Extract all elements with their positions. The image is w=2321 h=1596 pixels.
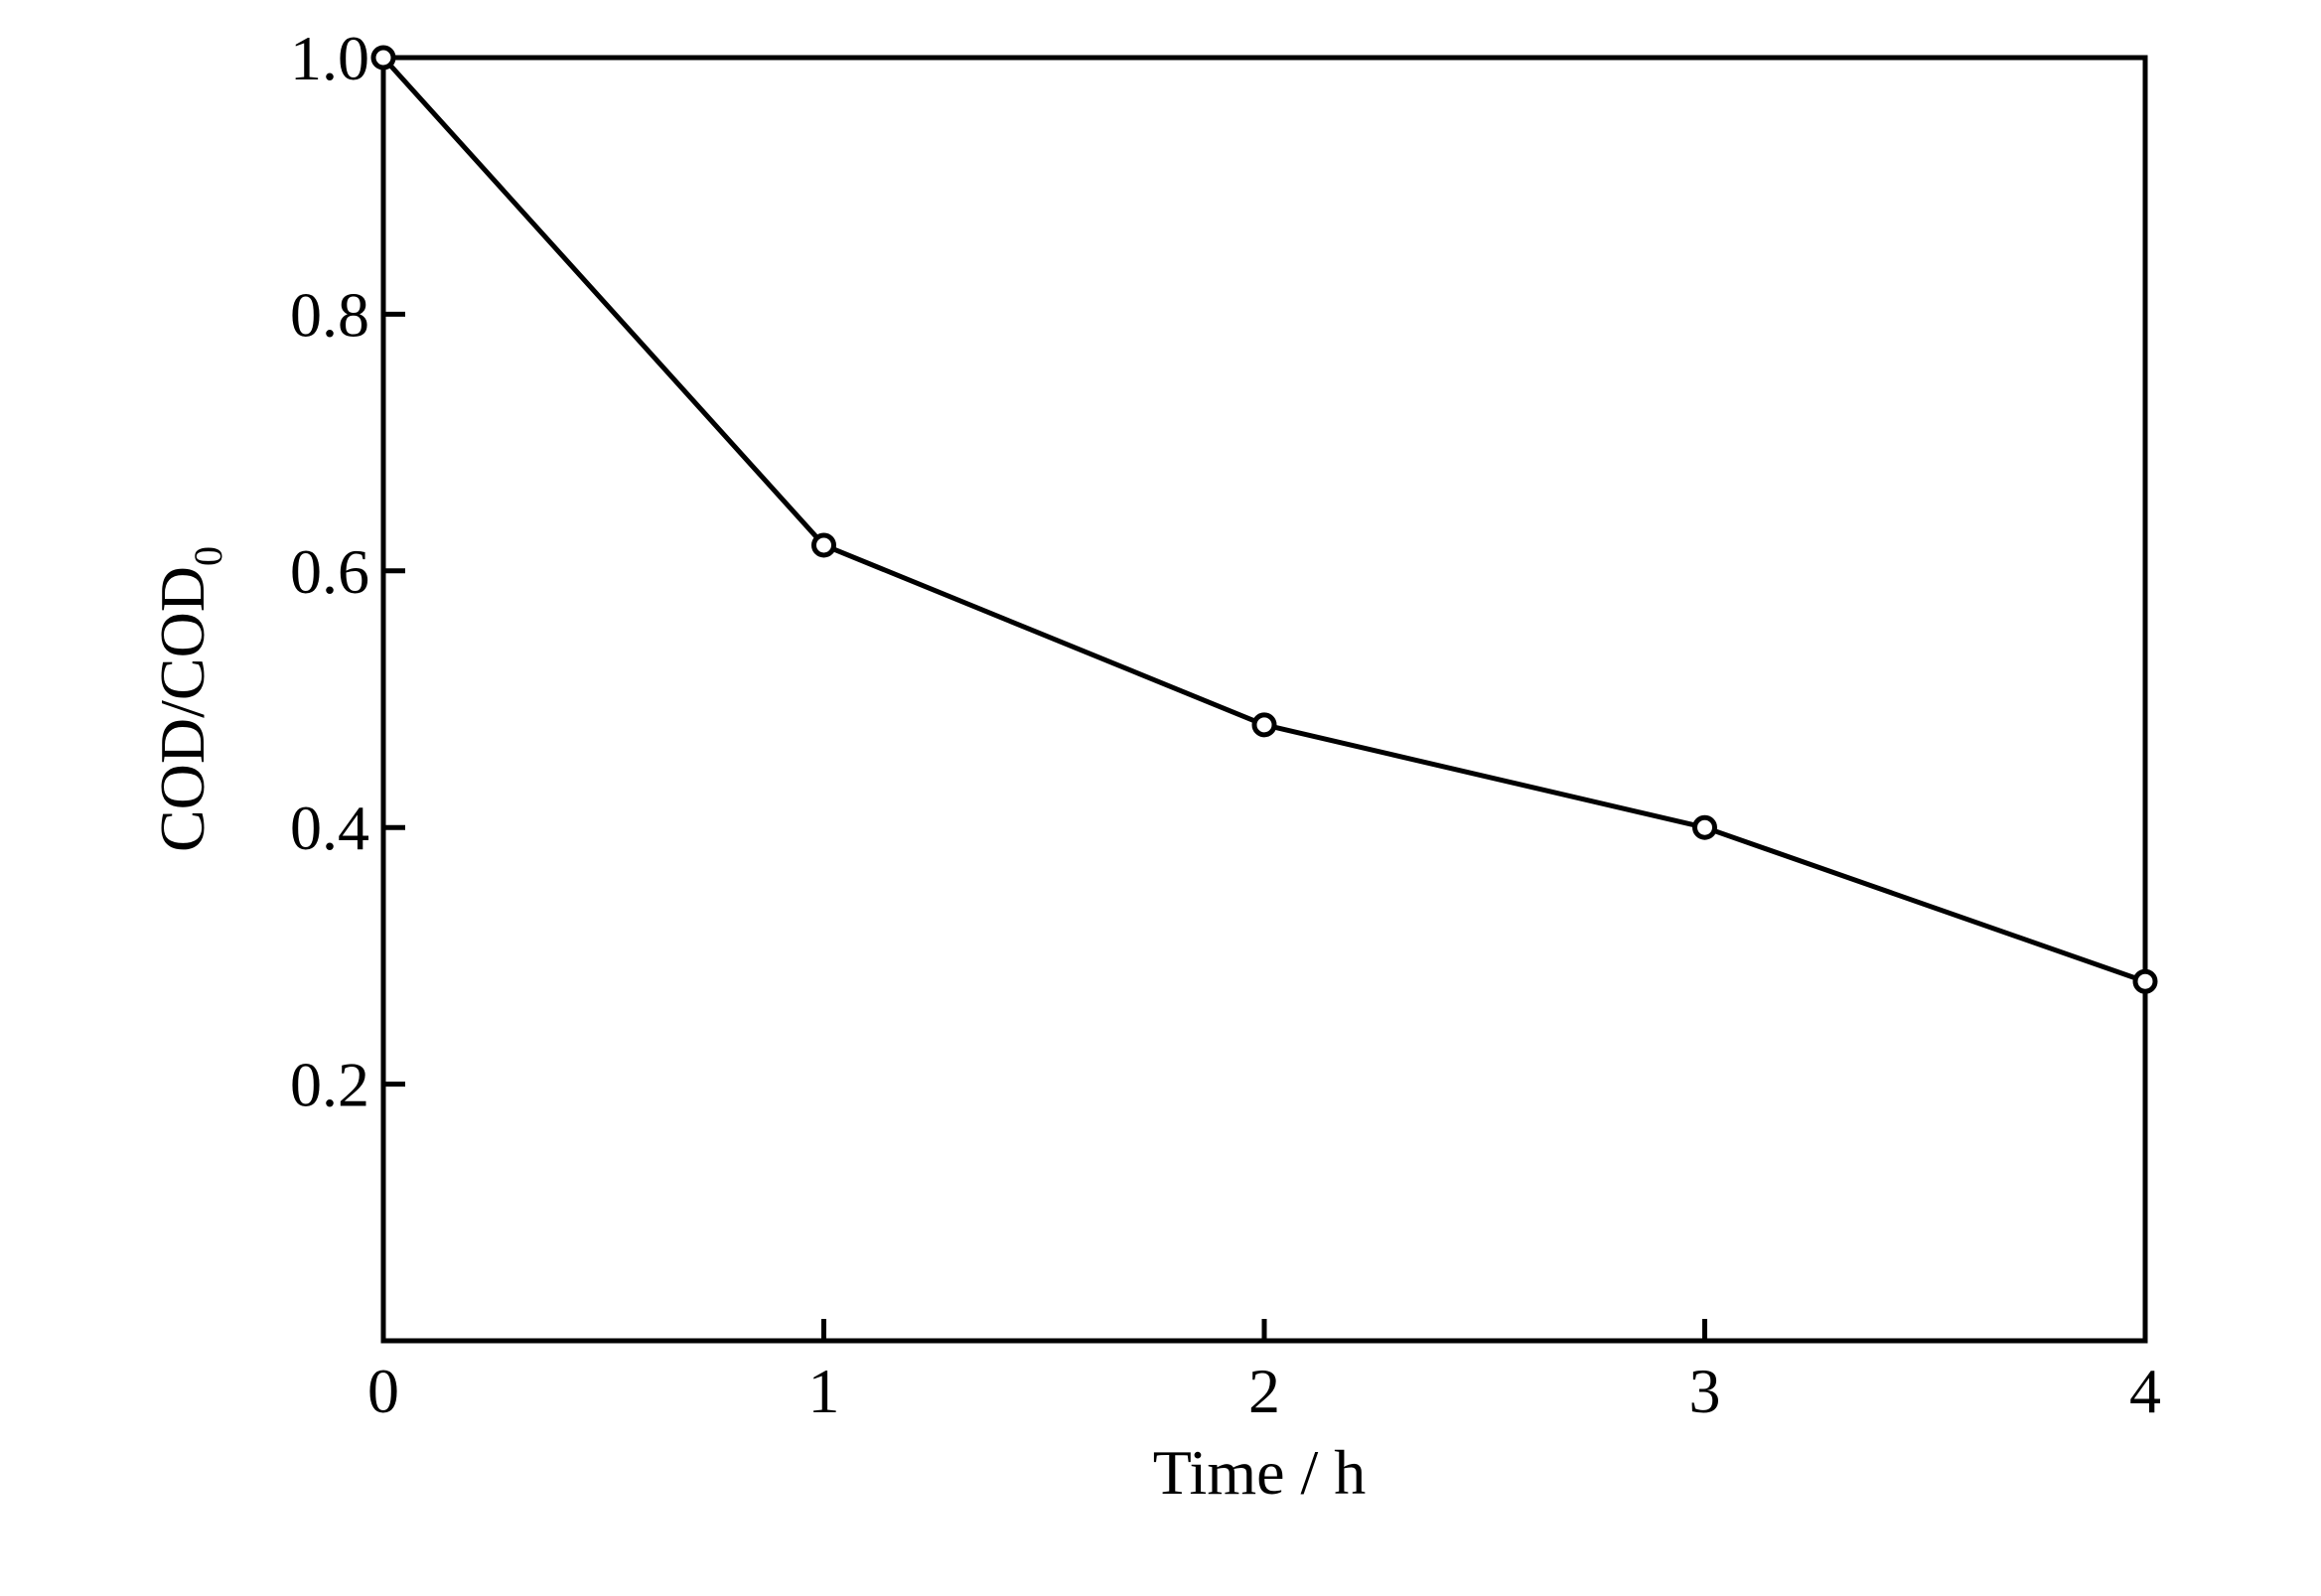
y-axis-title-subscript: 0 <box>186 546 230 566</box>
x-axis-ticks: 0 1 2 3 4 <box>367 1319 2161 1426</box>
plot-frame <box>380 55 2148 1344</box>
y-tick-label: 0.8 <box>290 279 369 350</box>
series-group <box>370 45 2158 994</box>
data-point <box>370 45 396 71</box>
x-tick-label: 3 <box>1689 1356 1721 1426</box>
x-tick-label: 0 <box>367 1356 399 1426</box>
y-tick-label: 0.4 <box>290 793 369 863</box>
data-point <box>1251 712 1277 738</box>
x-axis-title: Time / h <box>1153 1437 1367 1508</box>
y-tick-label: 0.2 <box>290 1050 369 1120</box>
data-point <box>811 532 836 558</box>
y-tick-label: 0.6 <box>290 536 369 607</box>
x-tick-label: 4 <box>2129 1356 2161 1426</box>
x-tick-label: 2 <box>1248 1356 1280 1426</box>
y-axis-title-main: COD/COD <box>147 566 218 852</box>
x-tick-label: 1 <box>808 1356 840 1426</box>
y-axis-title: COD/COD0 <box>147 546 230 852</box>
data-point <box>1692 814 1717 840</box>
series-line <box>381 56 2146 984</box>
y-axis-ticks: 0.2 0.4 0.6 0.8 1.0 <box>290 23 405 1120</box>
data-point <box>2132 968 2158 994</box>
y-tick-label: 1.0 <box>290 23 369 93</box>
